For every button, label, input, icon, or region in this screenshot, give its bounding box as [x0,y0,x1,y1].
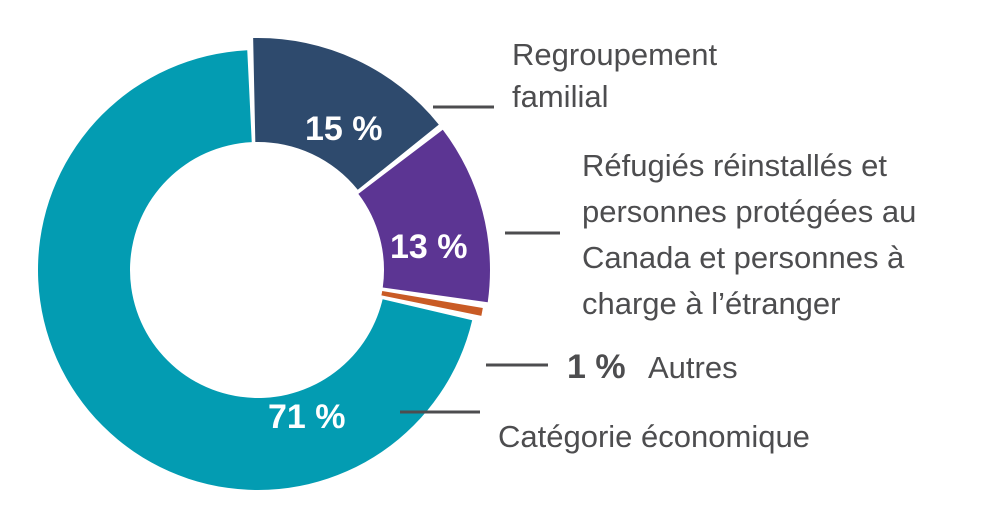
donut-slice-3 [381,291,483,316]
slice-value-label-refugies: 13 % [390,228,468,266]
category-label-refugies-line-2: personnes protégées au [582,194,916,229]
slice-value-label-economique: 71 % [268,398,346,436]
slice-value-label-autres: 1 % [567,348,626,386]
category-label-refugies-line-1: Réfugiés réinstallés et [582,148,887,183]
category-label-familial: Regroupement familial [512,37,726,114]
donut-slice-2 [358,129,490,303]
donut-slice-0 [37,50,473,491]
leader-lines [400,105,560,414]
slice-value-label-familial: 15 % [305,110,383,148]
category-label-economique: Catégorie économique [498,419,810,454]
category-label-refugies-line-4: charge à l’étranger [582,286,841,321]
category-label-refugies: Réfugiés réinstallés et personnes protég… [582,148,925,321]
donut-slice-1 [253,37,439,190]
category-label-autres: Autres [648,350,738,385]
category-label-familial-line-2: familial [512,79,608,114]
category-label-familial-line-1: Regroupement [512,37,717,72]
donut-slices [37,37,490,491]
category-label-refugies-line-3: Canada et personnes à [582,240,905,275]
